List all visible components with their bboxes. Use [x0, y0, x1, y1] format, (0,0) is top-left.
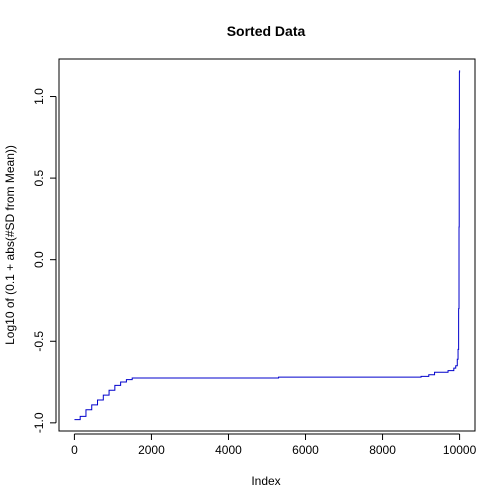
y-tick-label: 0.5 — [32, 169, 46, 186]
y-tick-label: -0.5 — [32, 331, 46, 352]
y-axis: -1.0 -0.5 0.0 0.5 1.0 — [32, 88, 57, 433]
y-tick-label: -1.0 — [32, 412, 46, 433]
x-tick-label: 0 — [71, 443, 78, 457]
chart-title: Sorted Data — [227, 23, 306, 39]
x-tick-label: 8000 — [369, 443, 396, 457]
series-line — [74, 70, 461, 421]
y-tick-label: 1.0 — [32, 88, 46, 105]
x-axis: 0 2000 4000 6000 8000 10000 — [71, 433, 477, 457]
x-tick-label: 4000 — [215, 443, 242, 457]
x-tick-label: 6000 — [292, 443, 319, 457]
x-tick-label: 2000 — [138, 443, 165, 457]
plot-frame — [58, 58, 476, 432]
x-axis-label: Index — [251, 474, 280, 488]
y-tick-label: 0.0 — [32, 251, 46, 268]
y-axis-label: Log10 of (0.1 + abs(#SD from Mean)) — [3, 145, 17, 345]
x-tick-label: 10000 — [443, 443, 477, 457]
